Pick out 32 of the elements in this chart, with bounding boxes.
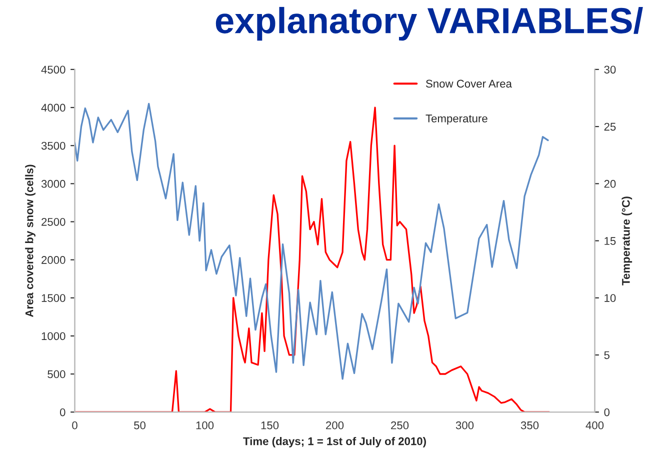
legend-label: Snow Cover Area bbox=[426, 80, 512, 88]
y2-tick-label: 0 bbox=[604, 408, 610, 416]
chart-title: explanatory VARIABLES/ bbox=[216, 6, 643, 41]
y-tick-label: 2500 bbox=[42, 218, 66, 226]
y-tick-label: 2000 bbox=[42, 256, 66, 264]
y2-tick-label: 20 bbox=[604, 180, 616, 188]
legend-label: Temperature bbox=[426, 114, 488, 125]
x-tick-label: 350 bbox=[520, 421, 539, 430]
y2-tick-label: 15 bbox=[604, 237, 616, 245]
x-tick-label: 300 bbox=[456, 421, 474, 430]
x-tick-label: 400 bbox=[586, 421, 604, 430]
y2-tick-label: 10 bbox=[604, 294, 616, 302]
y-tick-label: 4500 bbox=[41, 66, 66, 74]
y-tick-label: 1500 bbox=[42, 294, 66, 302]
x-tick-label: 0 bbox=[72, 421, 78, 430]
y-tick-label: 1000 bbox=[42, 332, 66, 340]
x-tick-label: 150 bbox=[261, 421, 279, 430]
y-axis-title: Area covered by snow (cells) bbox=[25, 164, 36, 318]
y2-tick-label: 30 bbox=[604, 66, 616, 74]
y-tick-label: 4000 bbox=[41, 104, 66, 112]
y-tick-label: 0 bbox=[60, 408, 66, 416]
y2-tick-label: 25 bbox=[604, 122, 616, 131]
y2-tick-label: 5 bbox=[604, 351, 610, 360]
x-tick-label: 50 bbox=[134, 421, 146, 430]
x-axis-title: Time (days; 1 = 1st of July of 2010) bbox=[243, 437, 426, 448]
y-tick-label: 500 bbox=[48, 370, 66, 378]
y-tick-label: 3000 bbox=[41, 180, 66, 188]
y2-axis-title: Temperature (°C) bbox=[622, 196, 632, 286]
x-tick-label: 100 bbox=[196, 421, 214, 430]
x-tick-label: 200 bbox=[326, 421, 344, 430]
y-tick-label: 3500 bbox=[41, 142, 66, 150]
x-tick-label: 250 bbox=[391, 421, 409, 430]
